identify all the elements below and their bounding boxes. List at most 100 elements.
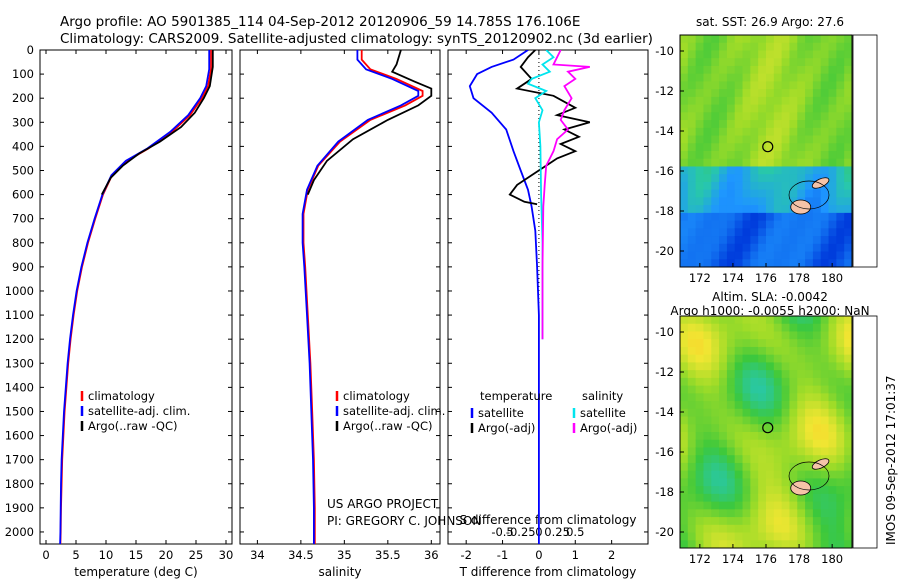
map-cell — [766, 478, 775, 487]
map-cell — [836, 517, 845, 526]
map-cell — [680, 251, 689, 260]
map-cell — [742, 470, 751, 479]
map-cell — [836, 259, 845, 267]
map-cell — [805, 104, 814, 113]
map-cell — [742, 112, 751, 121]
map-cell — [805, 181, 814, 191]
map-cell — [812, 346, 822, 356]
map-cell — [820, 493, 830, 503]
map-cell — [789, 517, 798, 526]
map-cell — [828, 447, 837, 456]
map-cell — [797, 517, 806, 526]
sla-map-title2: Argo h1000: -0.0055 h2000: NaN — [670, 304, 869, 318]
map-cell — [773, 432, 783, 441]
map-cell — [695, 236, 705, 245]
map-cell — [680, 470, 689, 479]
map-cell — [711, 50, 720, 59]
map-cell — [820, 517, 830, 526]
map-ytick-label: -16 — [655, 164, 674, 178]
map-cell — [742, 251, 751, 260]
map-cell — [695, 532, 705, 541]
map-cell — [797, 524, 806, 534]
map-cell — [719, 259, 728, 267]
map-cell — [680, 89, 689, 98]
map-cell — [687, 408, 697, 418]
map-cell — [773, 127, 783, 137]
map-cell — [726, 401, 736, 410]
map-cell — [695, 455, 705, 464]
map-cell — [719, 339, 728, 348]
colorbar-frame — [852, 34, 878, 268]
map-cell — [766, 517, 775, 526]
map-cell — [828, 509, 837, 518]
map-cell — [789, 220, 798, 229]
map-cell — [797, 462, 806, 472]
map-cell — [820, 251, 830, 260]
map-cell — [680, 346, 689, 356]
map-cell — [797, 493, 806, 503]
map-cell — [836, 432, 845, 441]
map-cell — [812, 35, 822, 44]
map-cell — [805, 251, 814, 260]
map-cell — [742, 401, 751, 410]
map-cell — [680, 212, 689, 222]
map-cell — [836, 220, 845, 229]
map-cell — [742, 323, 751, 333]
map-cell — [836, 197, 845, 206]
map-cell — [687, 65, 697, 75]
legend-label: Argo(-adj) — [580, 421, 637, 435]
salinity-xtick-label: 35.5 — [375, 548, 401, 562]
map-cell — [726, 493, 736, 503]
map-cell — [703, 462, 712, 472]
map-cell — [734, 104, 744, 113]
map-cell — [726, 424, 736, 433]
map-cell — [734, 251, 744, 260]
map-cell — [750, 174, 759, 183]
map-cell — [844, 81, 852, 90]
map-cell — [695, 462, 705, 472]
map-cell — [719, 120, 728, 129]
map-cell — [750, 408, 759, 418]
map-cell — [719, 385, 728, 394]
map-cell — [680, 158, 689, 168]
map-cell — [711, 478, 720, 487]
map-cell — [687, 120, 697, 129]
map-cell — [750, 393, 759, 402]
map-cell — [742, 455, 751, 464]
map-cell — [719, 50, 728, 59]
map-cell — [726, 181, 736, 191]
map-cell — [758, 58, 767, 67]
map-cell — [836, 455, 845, 464]
map-cell — [828, 346, 837, 356]
map-cell — [734, 212, 744, 222]
map-cell — [820, 143, 830, 152]
map-cell — [812, 197, 822, 206]
map-cell — [687, 135, 697, 144]
map-cell — [797, 316, 806, 325]
map-cell — [711, 331, 720, 340]
depth-tick-label: 300 — [12, 115, 34, 129]
map-cell — [781, 42, 791, 52]
map-cell — [742, 120, 751, 129]
map-cell — [687, 316, 697, 325]
map-cell — [781, 236, 791, 245]
map-cell — [805, 81, 814, 90]
map-cell — [844, 58, 852, 67]
map-cell — [766, 104, 775, 113]
map-cell — [758, 96, 767, 106]
map-cell — [781, 197, 791, 206]
map-cell — [687, 393, 697, 402]
map-cell — [781, 127, 791, 137]
map-cell — [781, 401, 791, 410]
map-cell — [789, 401, 798, 410]
map-ytick-label: -10 — [655, 325, 674, 339]
map-cell — [805, 35, 814, 44]
map-cell — [687, 42, 697, 52]
map-cell — [805, 540, 814, 548]
map-cell — [805, 42, 814, 52]
map-cell — [758, 478, 767, 487]
map-ytick-label: -18 — [655, 204, 674, 218]
map-cell — [711, 470, 720, 479]
map-cell — [711, 81, 720, 90]
map-cell — [812, 478, 822, 487]
